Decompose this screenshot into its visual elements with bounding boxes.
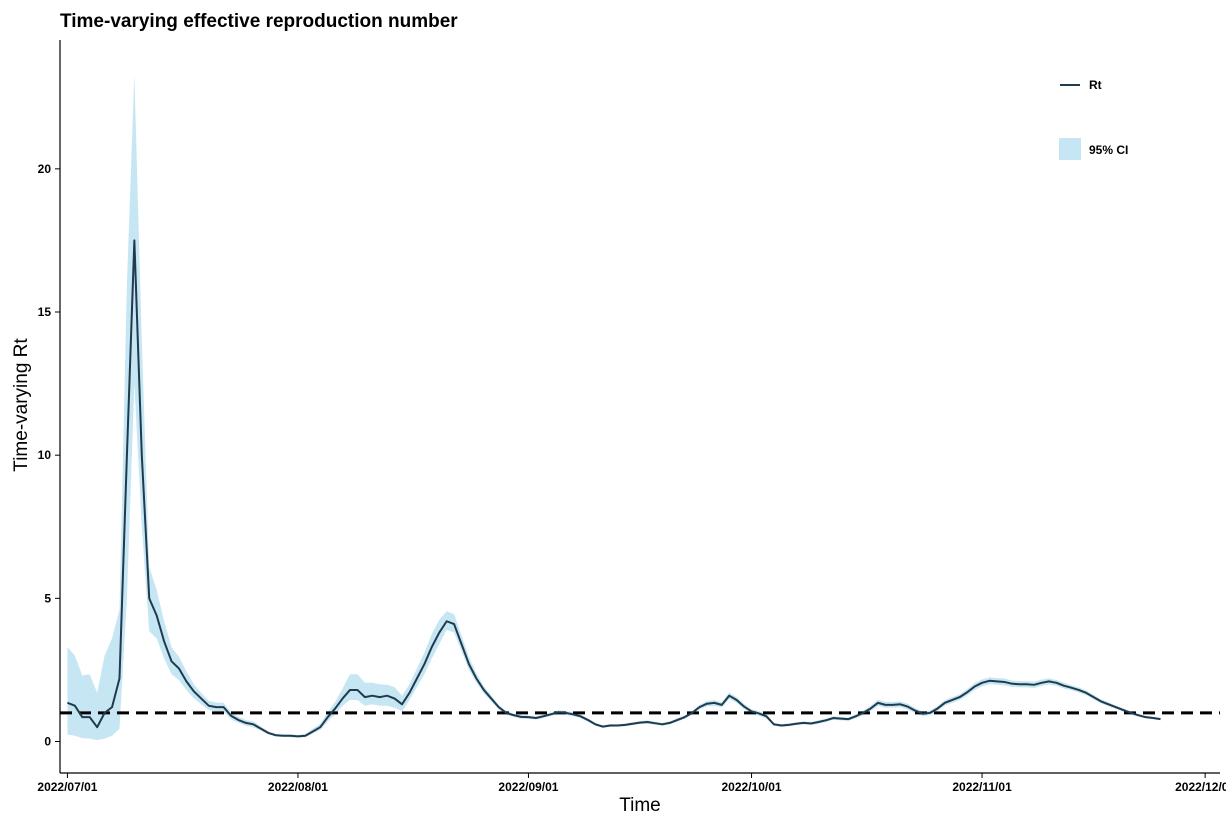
x-tick-label: 2022/12/01 [1175, 780, 1226, 794]
y-tick-label: 20 [38, 162, 52, 176]
y-tick-label: 10 [38, 448, 52, 462]
axes-layer: 0 5 10 15 20 2022/07/01 2022/08/01 2022/09/01 20… [37, 40, 1226, 794]
x-tick-label: 2022/07/01 [37, 780, 97, 794]
x-axis-title: Time [619, 795, 661, 813]
legend-ci-label: 95% CI [1089, 143, 1128, 157]
x-tick-label: 2022/11/01 [952, 780, 1012, 794]
rt-line-layer [67, 239, 1161, 738]
x-tick-label: 2022/08/01 [268, 780, 328, 794]
chart-title: Time-varying effective reproduction numb… [60, 11, 458, 32]
y-tick-label: 0 [44, 735, 51, 749]
x-tick-label: 2022/09/01 [498, 780, 558, 794]
ci-band-layer [67, 74, 1161, 741]
legend-ci-swatch [1059, 138, 1081, 160]
x-tick-label: 2022/10/01 [722, 780, 782, 794]
legend: Rt 95% CI [1059, 78, 1128, 160]
y-axis-title: Time-varying Rt [11, 338, 32, 472]
ci-band [67, 74, 1161, 741]
legend-rt-label: Rt [1089, 78, 1102, 92]
rt-line [67, 239, 1161, 738]
y-tick-label: 5 [44, 591, 51, 605]
y-tick-label: 15 [38, 305, 52, 319]
